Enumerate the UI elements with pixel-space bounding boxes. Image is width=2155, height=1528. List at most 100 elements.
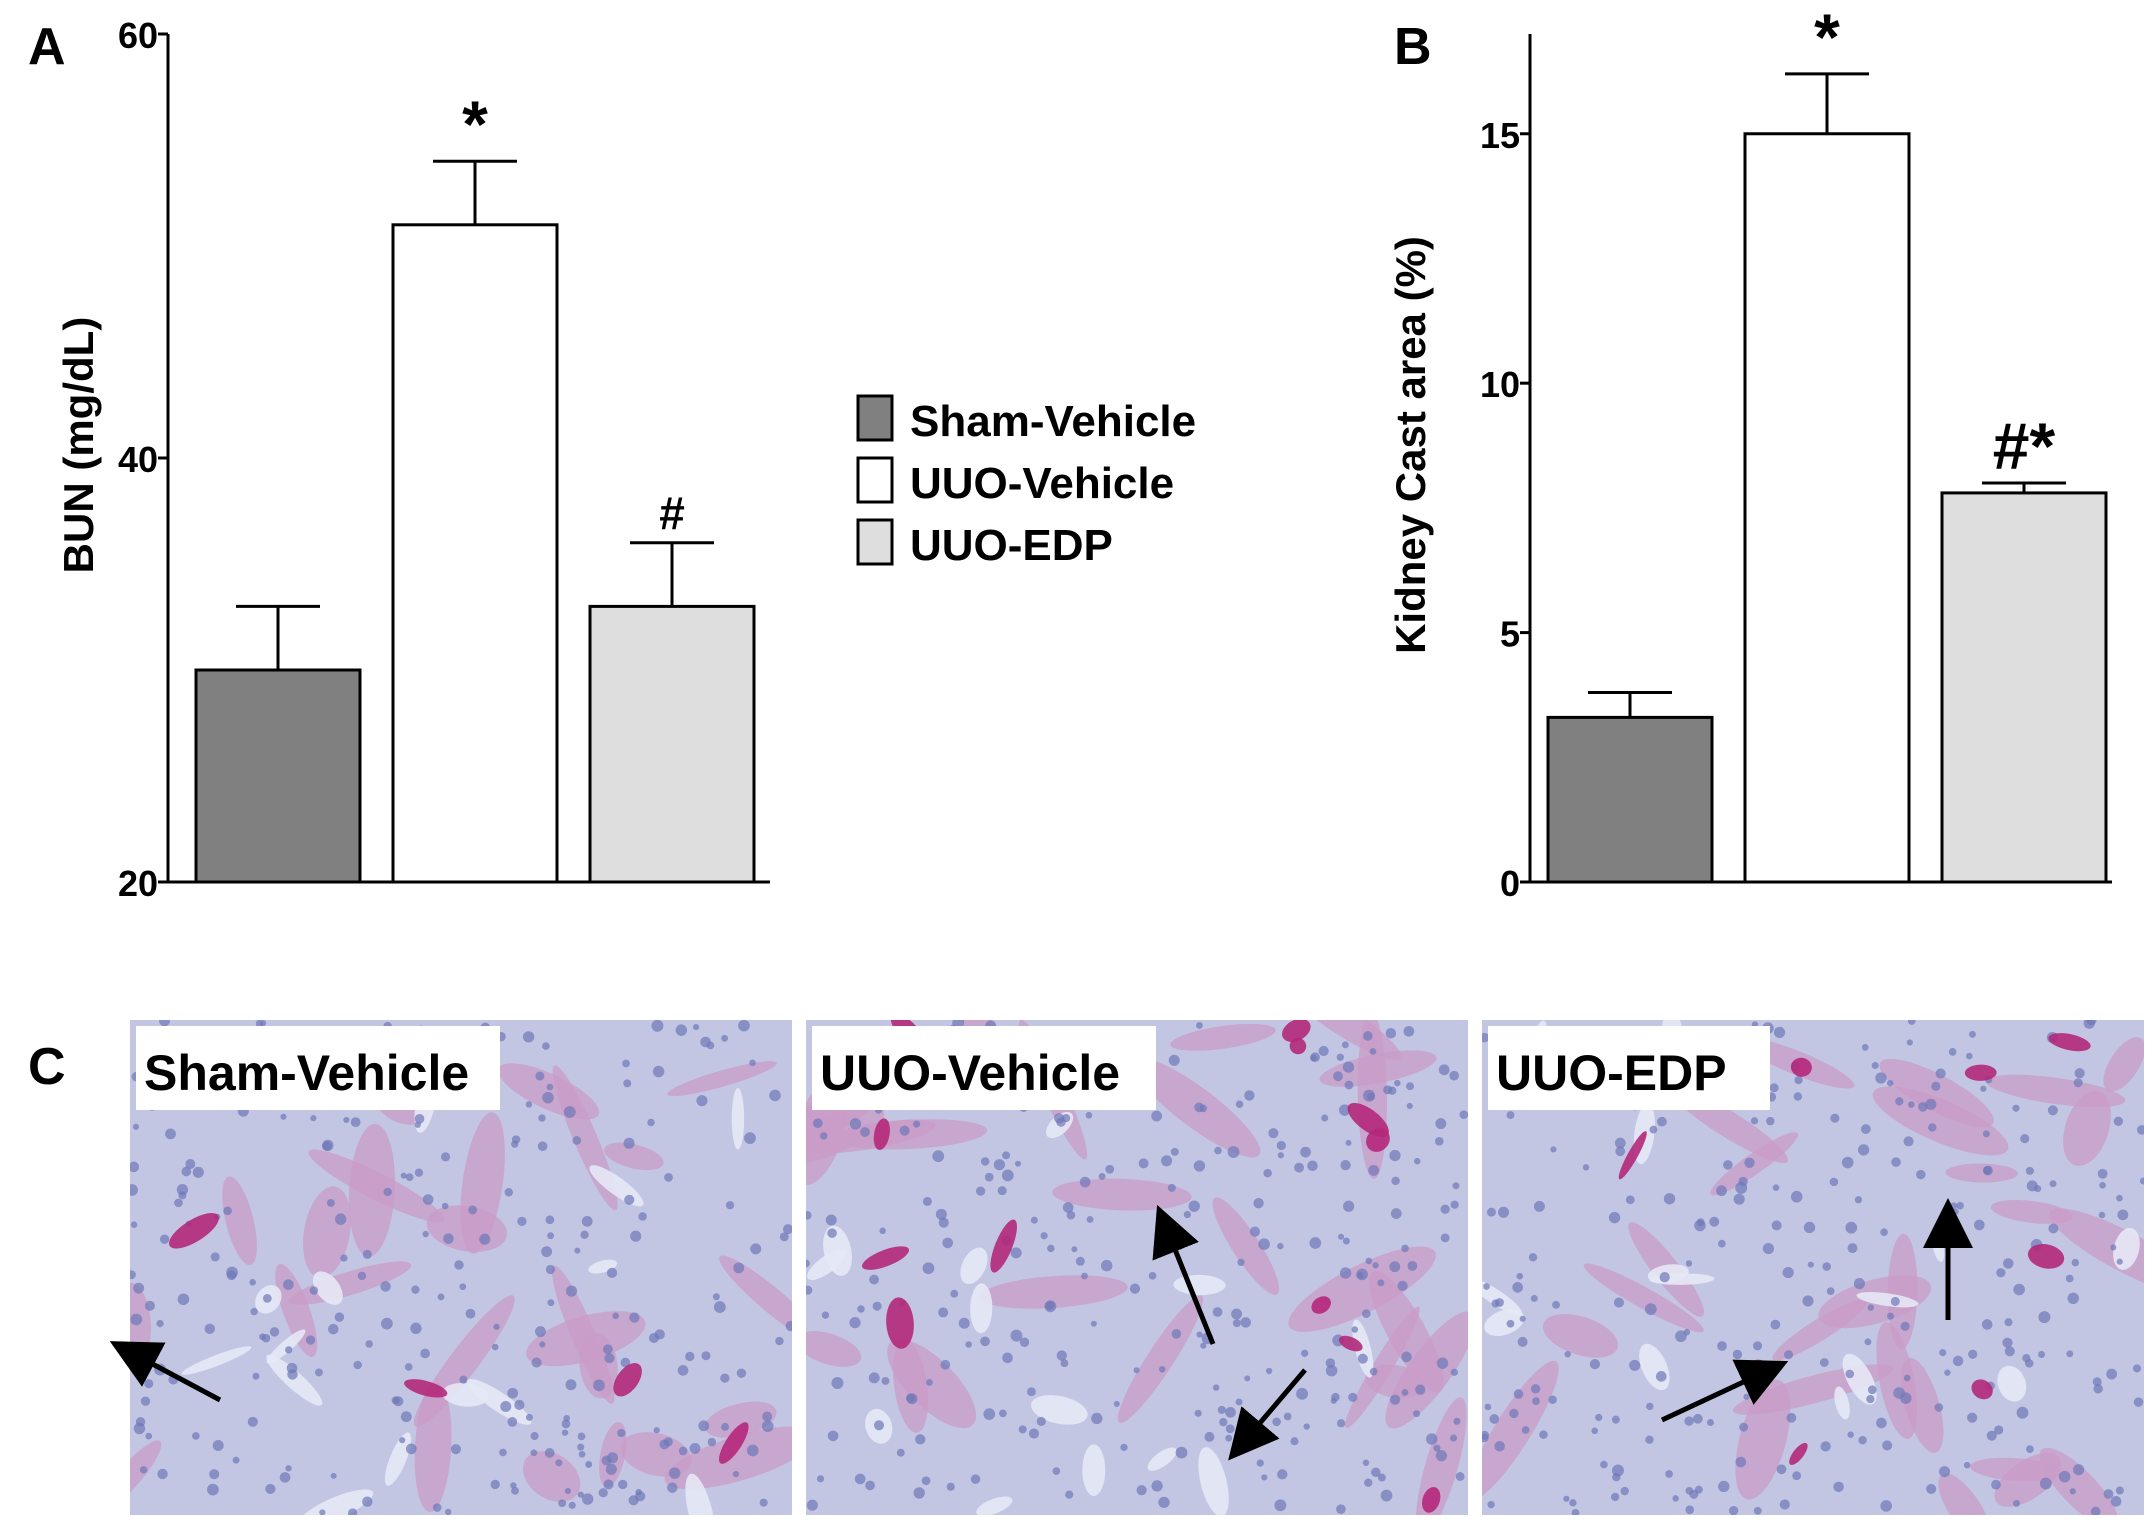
nucleus <box>414 1114 425 1124</box>
nucleus <box>2004 1318 2013 1327</box>
bar-sham-vehicle <box>1546 715 1714 884</box>
nucleus <box>785 1320 792 1332</box>
nucleus <box>443 1233 454 1244</box>
nucleus <box>1028 1428 1040 1439</box>
nucleus <box>577 1443 585 1451</box>
nucleus <box>1657 1116 1667 1127</box>
nucleus <box>806 1499 818 1511</box>
nucleus <box>865 1480 875 1491</box>
nucleus <box>1506 1319 1515 1328</box>
nucleus <box>1440 1204 1450 1214</box>
nucleus <box>561 1429 569 1436</box>
nucleus <box>1948 1048 1957 1056</box>
arrow-icon <box>109 1341 222 1403</box>
significance-mark-uuo-edp: # <box>659 487 685 539</box>
nucleus <box>1277 1242 1284 1250</box>
nucleus <box>1684 1416 1694 1426</box>
nucleus <box>1342 1237 1350 1245</box>
nucleus <box>1980 1085 1987 1092</box>
nucleus <box>669 1467 681 1479</box>
nucleus <box>857 1305 865 1313</box>
panel-label-a: A <box>28 18 66 76</box>
nucleus <box>334 1312 345 1322</box>
nucleus <box>938 1217 949 1228</box>
nucleus <box>437 1293 445 1301</box>
nucleus <box>602 1344 613 1355</box>
nucleus <box>1718 1480 1730 1493</box>
nucleus <box>1026 1387 1036 1397</box>
nucleus <box>400 1411 412 1423</box>
nucleus <box>585 1460 593 1468</box>
nucleus <box>1060 1359 1069 1368</box>
tubule <box>1583 1263 1704 1333</box>
tubule <box>1990 1199 2073 1224</box>
nucleus <box>1276 1140 1286 1151</box>
nucleus <box>993 1159 1006 1171</box>
nucleus <box>210 1252 220 1262</box>
lumen <box>299 1489 374 1515</box>
nucleus <box>2116 1258 2123 1265</box>
nucleus <box>1533 1200 1545 1212</box>
nucleus <box>207 1483 219 1496</box>
nucleus <box>1438 1064 1450 1076</box>
nucleus <box>287 1369 298 1380</box>
nucleus <box>1403 1025 1415 1037</box>
nucleus <box>1982 1165 1993 1176</box>
nucleus <box>603 1479 614 1490</box>
nucleus <box>2049 1180 2057 1188</box>
nucleus <box>156 1319 164 1328</box>
nucleus <box>192 1166 204 1178</box>
nucleus <box>322 1141 332 1151</box>
nucleus <box>605 1463 617 1475</box>
nucleus <box>2073 1078 2083 1088</box>
nucleus <box>157 1468 168 1480</box>
nucleus <box>555 1459 563 1467</box>
nucleus <box>1079 1176 1091 1188</box>
nucleus <box>2025 1166 2034 1175</box>
bar-uuo-edp <box>1940 491 2108 884</box>
nucleus <box>629 1312 640 1323</box>
nucleus <box>547 1299 555 1307</box>
nucleus <box>2066 1350 2074 1358</box>
nucleus <box>1377 1473 1386 1482</box>
nucleus <box>1773 1026 1786 1039</box>
nucleus <box>1807 1261 1814 1268</box>
nucleus <box>1591 1427 1599 1435</box>
nucleus <box>678 1446 688 1456</box>
nucleus <box>1694 1219 1706 1232</box>
nucleus <box>139 1466 148 1474</box>
nucleus <box>1513 1389 1524 1399</box>
nucleus <box>2026 1180 2038 1192</box>
nucleus <box>1336 1053 1344 1061</box>
nucleus <box>1196 1022 1203 1029</box>
nucleus <box>145 1432 153 1440</box>
nucleus <box>1390 1208 1402 1219</box>
nucleus <box>1498 1206 1510 1218</box>
nucleus <box>1829 1177 1839 1187</box>
nucleus <box>1483 1283 1490 1290</box>
nucleus <box>2074 1068 2085 1079</box>
nucleus <box>542 1042 550 1050</box>
nucleus <box>1194 1409 1202 1417</box>
lumen <box>1484 1309 1525 1337</box>
protein-cast <box>862 1246 909 1270</box>
nucleus <box>1161 1155 1173 1167</box>
protein-cast <box>1422 1486 1441 1513</box>
nucleus <box>1779 1499 1790 1510</box>
nucleus <box>750 1243 762 1255</box>
nucleus <box>185 1159 196 1170</box>
nucleus <box>1136 1485 1147 1496</box>
nucleus <box>2136 1125 2144 1135</box>
nucleus <box>1769 1083 1779 1093</box>
nucleus <box>1996 1268 2006 1278</box>
nucleus <box>348 1508 358 1515</box>
nucleus <box>1372 1262 1379 1269</box>
nucleus <box>685 1351 695 1362</box>
nucleus <box>1318 1045 1329 1057</box>
nucleus <box>1876 1417 1887 1429</box>
significance-mark-uuo-vehicle: * <box>462 87 488 161</box>
nucleus <box>1864 1338 1872 1346</box>
nucleus <box>762 1411 773 1422</box>
bar-uuo-vehicle <box>391 223 559 884</box>
nucleus <box>738 1020 750 1032</box>
